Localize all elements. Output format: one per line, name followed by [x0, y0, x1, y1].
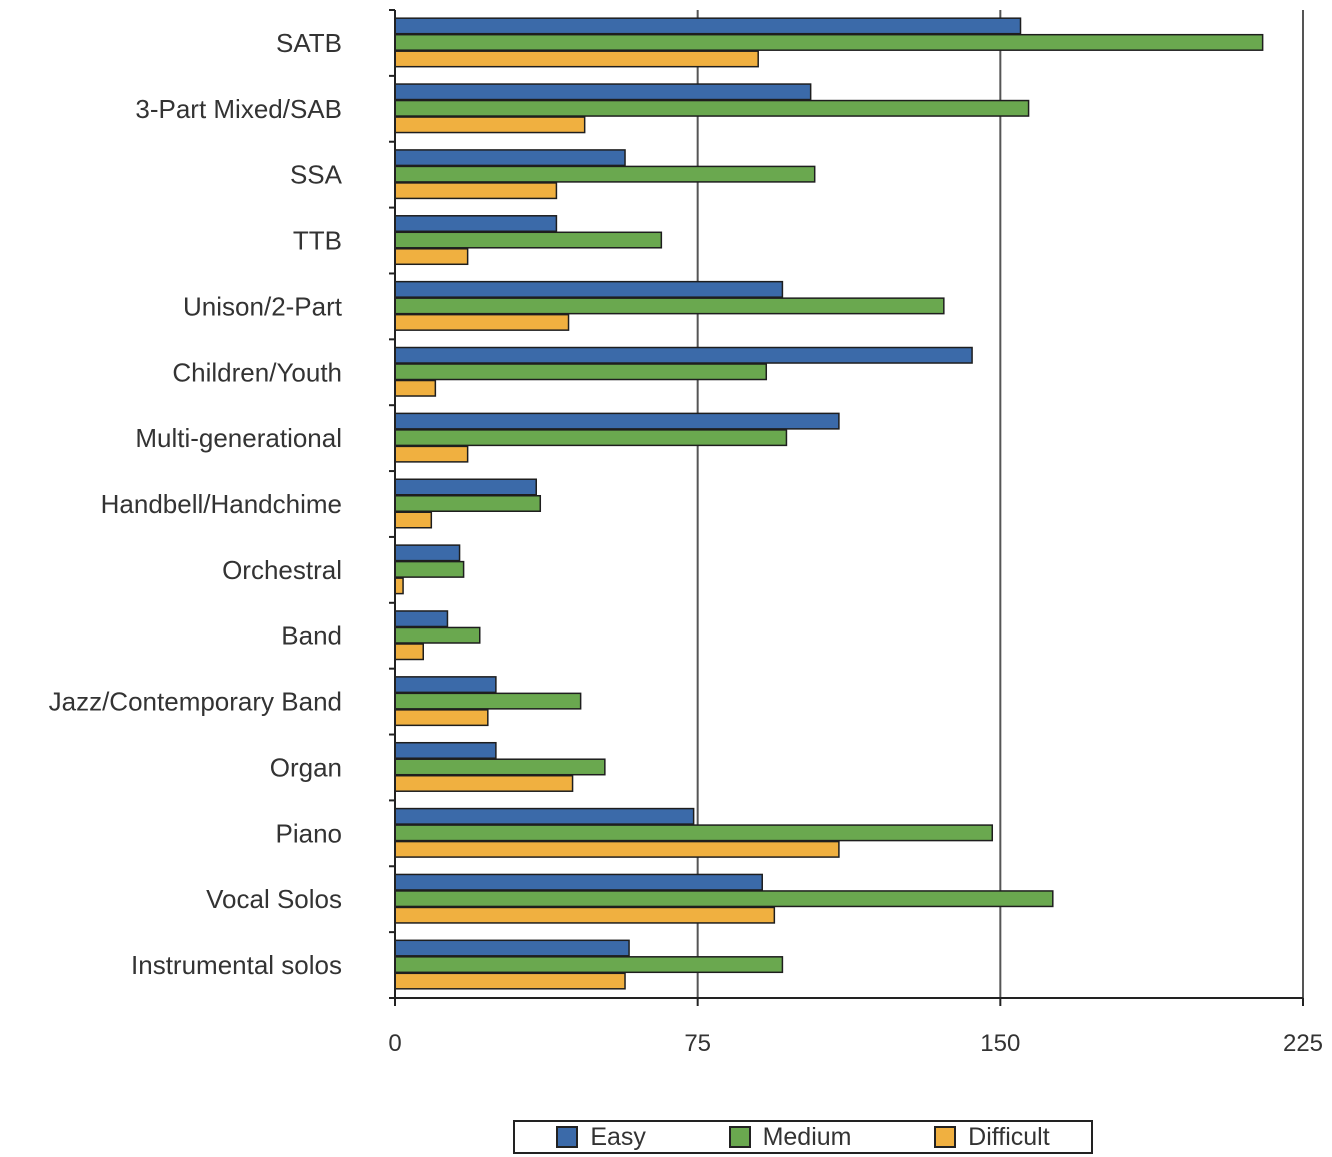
bar-easy-5	[394, 346, 973, 364]
category-label: Children/Youth	[172, 357, 342, 387]
bar-medium-13	[394, 890, 1054, 908]
bar-medium-7	[394, 495, 542, 512]
bar-chart: SATB 3-Part Mixed/SAB SSA TTB Unison/2-Part C…	[49, 9, 1323, 1057]
bar-medium-3	[394, 231, 663, 249]
bar-medium-4	[394, 297, 945, 315]
bar-easy-3	[394, 215, 558, 233]
axes	[389, 9, 1304, 1006]
bar-difficult-10	[394, 709, 489, 727]
category-label: Vocal Solos	[206, 884, 342, 914]
bar-easy-8	[394, 544, 461, 562]
legend: Easy Medium Difficult	[513, 1120, 1093, 1154]
bar-easy-13	[394, 873, 763, 891]
bar-easy-11	[394, 741, 497, 759]
bar-medium-10	[394, 692, 582, 710]
bar-easy-0	[394, 17, 1022, 35]
tick-label-75: 75	[684, 1030, 711, 1057]
bar-medium-2	[394, 165, 816, 183]
category-labels: SATB 3-Part Mixed/SAB SSA TTB Unison/2-Part C…	[49, 28, 343, 980]
category-label: TTB	[293, 226, 342, 256]
tick-label-150: 150	[980, 1030, 1020, 1057]
bar-easy-6	[394, 412, 840, 430]
bar-medium-12	[394, 824, 994, 842]
tick-label-225: 225	[1283, 1030, 1323, 1057]
bar-medium-8	[394, 560, 465, 578]
bar-easy-12	[394, 807, 695, 825]
bar-easy-4	[394, 280, 784, 298]
legend-item-medium: Medium	[728, 1122, 852, 1152]
bar-easy-9	[394, 610, 449, 628]
category-label: 3-Part Mixed/SAB	[135, 94, 342, 124]
tick-labels: 0 75 150 225	[388, 1030, 1323, 1057]
bar-difficult-2	[394, 182, 558, 200]
bar-medium-0	[394, 33, 1264, 51]
category-label: SSA	[290, 160, 343, 190]
legend-swatch-easy	[556, 1126, 579, 1148]
bar-difficult-6	[394, 445, 469, 463]
legend-item-easy: Easy	[556, 1123, 646, 1152]
bar-medium-6	[394, 429, 788, 447]
legend-swatch-medium	[728, 1126, 751, 1148]
bar-easy-10	[394, 676, 497, 694]
bar-difficult-8	[394, 577, 404, 595]
legend-swatch-difficult	[934, 1126, 957, 1148]
category-label: Orchestral	[222, 555, 342, 585]
category-label: Multi-generational	[135, 423, 342, 453]
category-label: SATB	[276, 28, 342, 58]
bar-difficult-3	[394, 248, 469, 266]
legend-item-difficult: Difficult	[934, 1123, 1050, 1152]
bar-medium-5	[394, 363, 768, 381]
bar-difficult-13	[394, 906, 776, 924]
bar-easy-7	[394, 478, 537, 496]
tick-label-0: 0	[388, 1030, 401, 1057]
category-label: Organ	[270, 752, 342, 782]
legend-label-easy: Easy	[590, 1122, 646, 1151]
bar-easy-14	[394, 939, 630, 957]
bar-difficult-14	[394, 972, 626, 990]
bar-difficult-9	[394, 643, 424, 661]
legend-label-difficult: Difficult	[968, 1122, 1050, 1151]
bar-medium-11	[394, 758, 606, 776]
category-label: Piano	[276, 818, 343, 848]
bar-difficult-1	[394, 116, 586, 134]
bar-easy-2	[394, 149, 626, 167]
bar-difficult-11	[394, 774, 574, 792]
bars	[394, 17, 1264, 990]
bar-difficult-0	[394, 50, 759, 68]
category-label: Unison/2-Part	[183, 291, 343, 321]
legend-label-medium: Medium	[762, 1122, 852, 1151]
bar-medium-14	[394, 956, 784, 974]
category-label: Instrumental solos	[131, 950, 342, 980]
bar-difficult-7	[394, 511, 433, 529]
bar-difficult-12	[394, 840, 840, 858]
bar-difficult-5	[394, 379, 437, 397]
category-label: Handbell/Handchime	[101, 489, 342, 519]
category-label: Band	[281, 621, 342, 651]
bar-easy-1	[394, 83, 812, 101]
bar-difficult-4	[394, 313, 570, 331]
category-label: Jazz/Contemporary Band	[49, 687, 342, 717]
bar-medium-1	[394, 99, 1030, 117]
bar-medium-9	[394, 626, 481, 644]
